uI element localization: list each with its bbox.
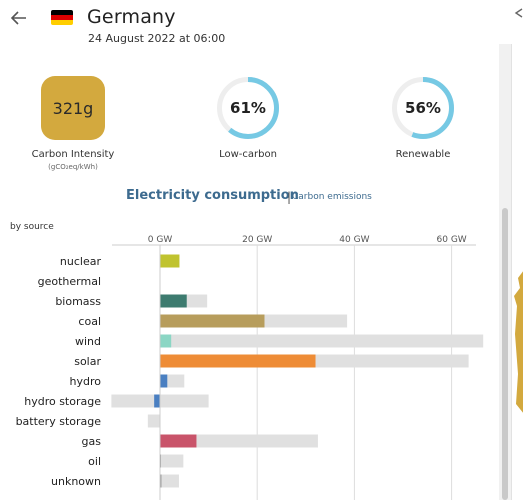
- renewable-ring-fill: [392, 77, 454, 139]
- flag-stripe-gold: [51, 20, 73, 25]
- production-bar-wind: [160, 334, 172, 348]
- row-label-nuclear: nuclear: [60, 255, 102, 268]
- scrollbar-thumb[interactable]: [502, 208, 508, 500]
- low-carbon-ring-fill: [217, 77, 279, 139]
- row-label-hydro-storage: hydro storage: [24, 395, 101, 408]
- production-bar-gas: [160, 434, 197, 448]
- production-bar-unknown: [160, 474, 162, 488]
- production-bar-biomass: [160, 294, 187, 308]
- row-label-biomass: biomass: [55, 295, 101, 308]
- x-tick-label: 20 GW: [242, 235, 272, 245]
- carbon-intensity-unit: (gCO₂eq/kWh): [48, 163, 98, 171]
- production-bar-hydro-storage: [154, 394, 160, 408]
- country-title: Germany: [87, 6, 176, 28]
- country-flag-icon: [51, 10, 73, 25]
- consumption-bar-chart: 0 GW 20 GW 40 GW 60 GW nuclear geothermal biom…: [16, 235, 484, 500]
- x-tick-label: 40 GW: [339, 235, 369, 245]
- map-edge: [511, 44, 523, 500]
- row-label-battery-storage: battery storage: [16, 415, 102, 428]
- datetime-label: 24 August 2022 at 06:00: [88, 32, 226, 45]
- capacity-bar-unknown: [160, 474, 179, 488]
- electricity-consumption-tab[interactable]: Electricity consumption: [126, 188, 299, 203]
- production-bar-coal: [160, 314, 265, 328]
- carbon-intensity-value: 321g: [52, 98, 94, 118]
- x-tick-label: 0 GW: [148, 235, 173, 245]
- map-region-shape: [514, 271, 523, 413]
- capacity-bar-oil: [160, 454, 184, 468]
- low-carbon-ring: [217, 77, 279, 139]
- row-label-unknown: unknown: [51, 475, 101, 488]
- row-label-coal: coal: [78, 315, 101, 328]
- flag-stripe-black: [51, 10, 73, 15]
- row-label-geothermal: geothermal: [38, 275, 101, 288]
- carbon-intensity-badge: 321g: [41, 76, 105, 140]
- renewable-label: Renewable: [395, 149, 451, 160]
- carbon-emissions-tab[interactable]: Carbon emissions: [292, 192, 372, 202]
- row-label-gas: gas: [82, 435, 102, 448]
- renewable-ring: [392, 77, 454, 139]
- capacity-bar-battery-storage: [147, 414, 160, 428]
- row-label-hydro: hydro: [70, 375, 102, 388]
- production-bar-solar: [160, 354, 316, 368]
- by-source-label: by source: [10, 222, 54, 232]
- carbon-intensity-label: Carbon Intensity: [31, 149, 115, 160]
- collapse-icon[interactable]: [514, 6, 523, 20]
- production-bar-hydro: [160, 374, 168, 388]
- row-label-solar: solar: [74, 355, 101, 368]
- production-bar-nuclear: [160, 254, 180, 268]
- arrow-left-icon[interactable]: [9, 8, 29, 28]
- row-label-wind: wind: [75, 335, 101, 348]
- low-carbon-label: Low-carbon: [219, 149, 277, 160]
- low-carbon-value: 61%: [230, 99, 266, 117]
- flag-stripe-red: [51, 15, 73, 20]
- capacity-bar-wind: [160, 334, 484, 348]
- capacity-bar-gas: [160, 434, 318, 448]
- x-tick-label: 60 GW: [437, 235, 467, 245]
- tab-separator: |: [287, 190, 292, 204]
- row-label-oil: oil: [88, 455, 101, 468]
- renewable-value: 56%: [405, 99, 441, 117]
